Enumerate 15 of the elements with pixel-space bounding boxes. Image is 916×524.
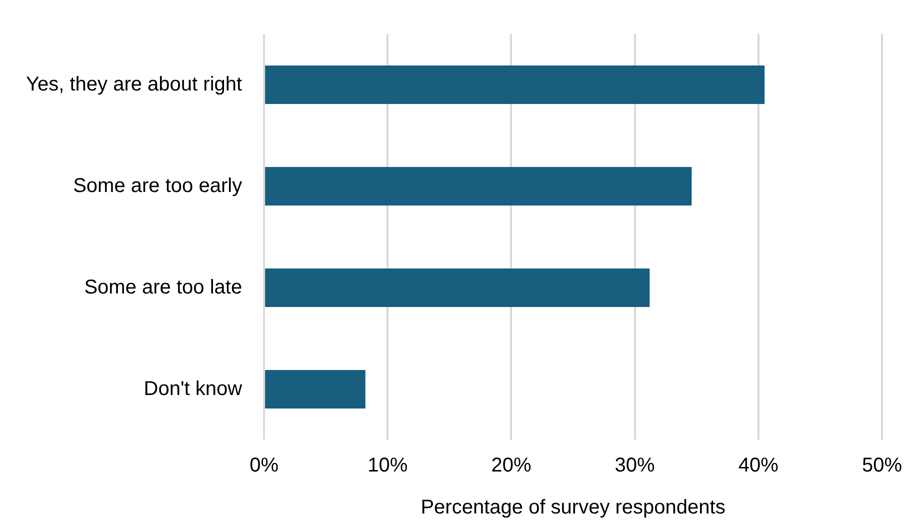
- bar: [265, 268, 650, 308]
- bar: [265, 166, 692, 206]
- y-tick-label: Some are too late: [84, 276, 242, 298]
- x-tick-label: 50%: [862, 454, 902, 477]
- x-tick-label: 10%: [368, 454, 408, 477]
- y-tick-label: Don't know: [144, 378, 243, 400]
- bar: [265, 370, 366, 409]
- y-tick-label: Yes, they are about right: [26, 73, 243, 96]
- x-tick-label: 0%: [250, 454, 279, 477]
- x-axis-title: Percentage of survey respondents: [420, 496, 726, 519]
- x-tick-label: 30%: [614, 454, 656, 477]
- x-tick-label: 40%: [738, 454, 779, 477]
- bar: [265, 65, 765, 104]
- y-tick-label: Some are too early: [73, 174, 242, 197]
- x-tick-label: 20%: [491, 454, 532, 477]
